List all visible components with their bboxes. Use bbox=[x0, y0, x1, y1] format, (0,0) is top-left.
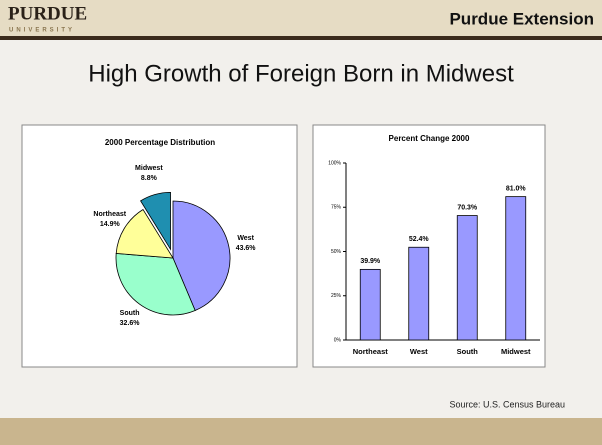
slice-value: 14.9% bbox=[100, 221, 121, 228]
slice-value: 32.6% bbox=[120, 320, 141, 327]
y-tick-label: 50% bbox=[331, 249, 342, 255]
pie-slice bbox=[172, 200, 231, 312]
bar bbox=[456, 215, 478, 341]
slice-label: Midwest bbox=[135, 165, 163, 172]
y-tick-label: 100% bbox=[328, 160, 341, 166]
x-tick-label: South bbox=[457, 347, 479, 356]
y-tick-label: 75% bbox=[331, 205, 342, 211]
header-bar bbox=[0, 0, 602, 36]
bar-value: 81.0% bbox=[506, 185, 527, 192]
x-tick-label: Northeast bbox=[353, 347, 389, 356]
y-tick-label: 0% bbox=[334, 337, 342, 343]
bar-value: 70.3% bbox=[457, 204, 478, 211]
slice-label: West bbox=[237, 235, 254, 242]
footer-bar bbox=[0, 418, 602, 445]
pie-slice bbox=[115, 208, 174, 259]
source: Source: U.S. Census Bureau bbox=[449, 399, 565, 409]
bar bbox=[505, 196, 527, 341]
bar-value: 52.4% bbox=[409, 236, 430, 243]
slide-title: High Growth of Foreign Born in Midwest bbox=[88, 60, 514, 87]
logo-sub: UNIVERSITY bbox=[9, 28, 75, 34]
logo: PURDUE bbox=[8, 3, 87, 24]
bar bbox=[408, 246, 430, 341]
slice-value: 43.6% bbox=[236, 245, 257, 252]
pie-title: 2000 Percentage Distribution bbox=[105, 138, 215, 147]
slice-value: 8.8% bbox=[141, 175, 158, 182]
slice-label: South bbox=[120, 310, 140, 317]
bar bbox=[359, 268, 381, 341]
header-rule bbox=[0, 36, 602, 40]
x-tick-label: West bbox=[410, 347, 428, 356]
y-tick-label: 25% bbox=[331, 293, 342, 299]
pie-slice bbox=[140, 191, 171, 251]
pie-slice bbox=[115, 253, 196, 316]
slice-label: Northeast bbox=[93, 211, 126, 218]
brand: Purdue Extension bbox=[449, 9, 594, 28]
bar-value: 39.9% bbox=[360, 258, 381, 265]
x-tick-label: Midwest bbox=[501, 347, 531, 356]
bar-title: Percent Change 2000 bbox=[389, 134, 470, 143]
